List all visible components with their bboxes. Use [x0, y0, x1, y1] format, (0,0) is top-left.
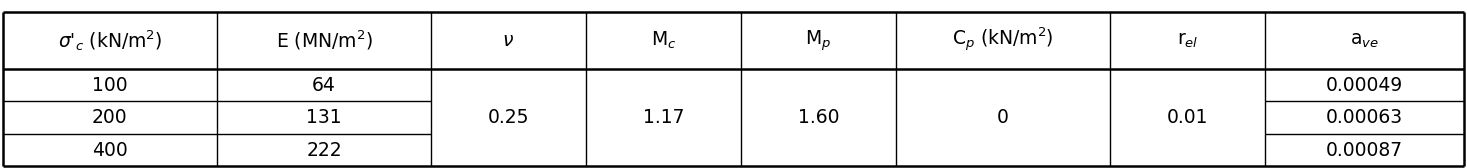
Text: 0: 0 [998, 108, 1009, 127]
Text: 64: 64 [312, 76, 336, 95]
Text: $\nu$: $\nu$ [502, 31, 515, 50]
Text: 222: 222 [307, 141, 342, 160]
Text: 1.60: 1.60 [798, 108, 839, 127]
Text: r$_{el}$: r$_{el}$ [1177, 31, 1199, 50]
Text: 0.00087: 0.00087 [1326, 141, 1402, 160]
Text: 0.25: 0.25 [487, 108, 530, 127]
Text: a$_{ve}$: a$_{ve}$ [1350, 31, 1379, 50]
Text: 0.01: 0.01 [1166, 108, 1209, 127]
Text: 1.17: 1.17 [643, 108, 684, 127]
Text: E (MN/m$^2$): E (MN/m$^2$) [276, 29, 373, 52]
Text: 400: 400 [92, 141, 128, 160]
Text: $\sigma$'$_c$ (kN/m$^2$): $\sigma$'$_c$ (kN/m$^2$) [57, 28, 163, 53]
Text: M$_p$: M$_p$ [805, 28, 832, 53]
Text: M$_c$: M$_c$ [651, 30, 676, 51]
Text: 100: 100 [92, 76, 128, 95]
Text: 0.00049: 0.00049 [1326, 76, 1402, 95]
Text: 0.00063: 0.00063 [1326, 108, 1402, 127]
Text: 200: 200 [92, 108, 128, 127]
Text: 131: 131 [307, 108, 342, 127]
Text: C$_p$ (kN/m$^2$): C$_p$ (kN/m$^2$) [952, 26, 1053, 54]
